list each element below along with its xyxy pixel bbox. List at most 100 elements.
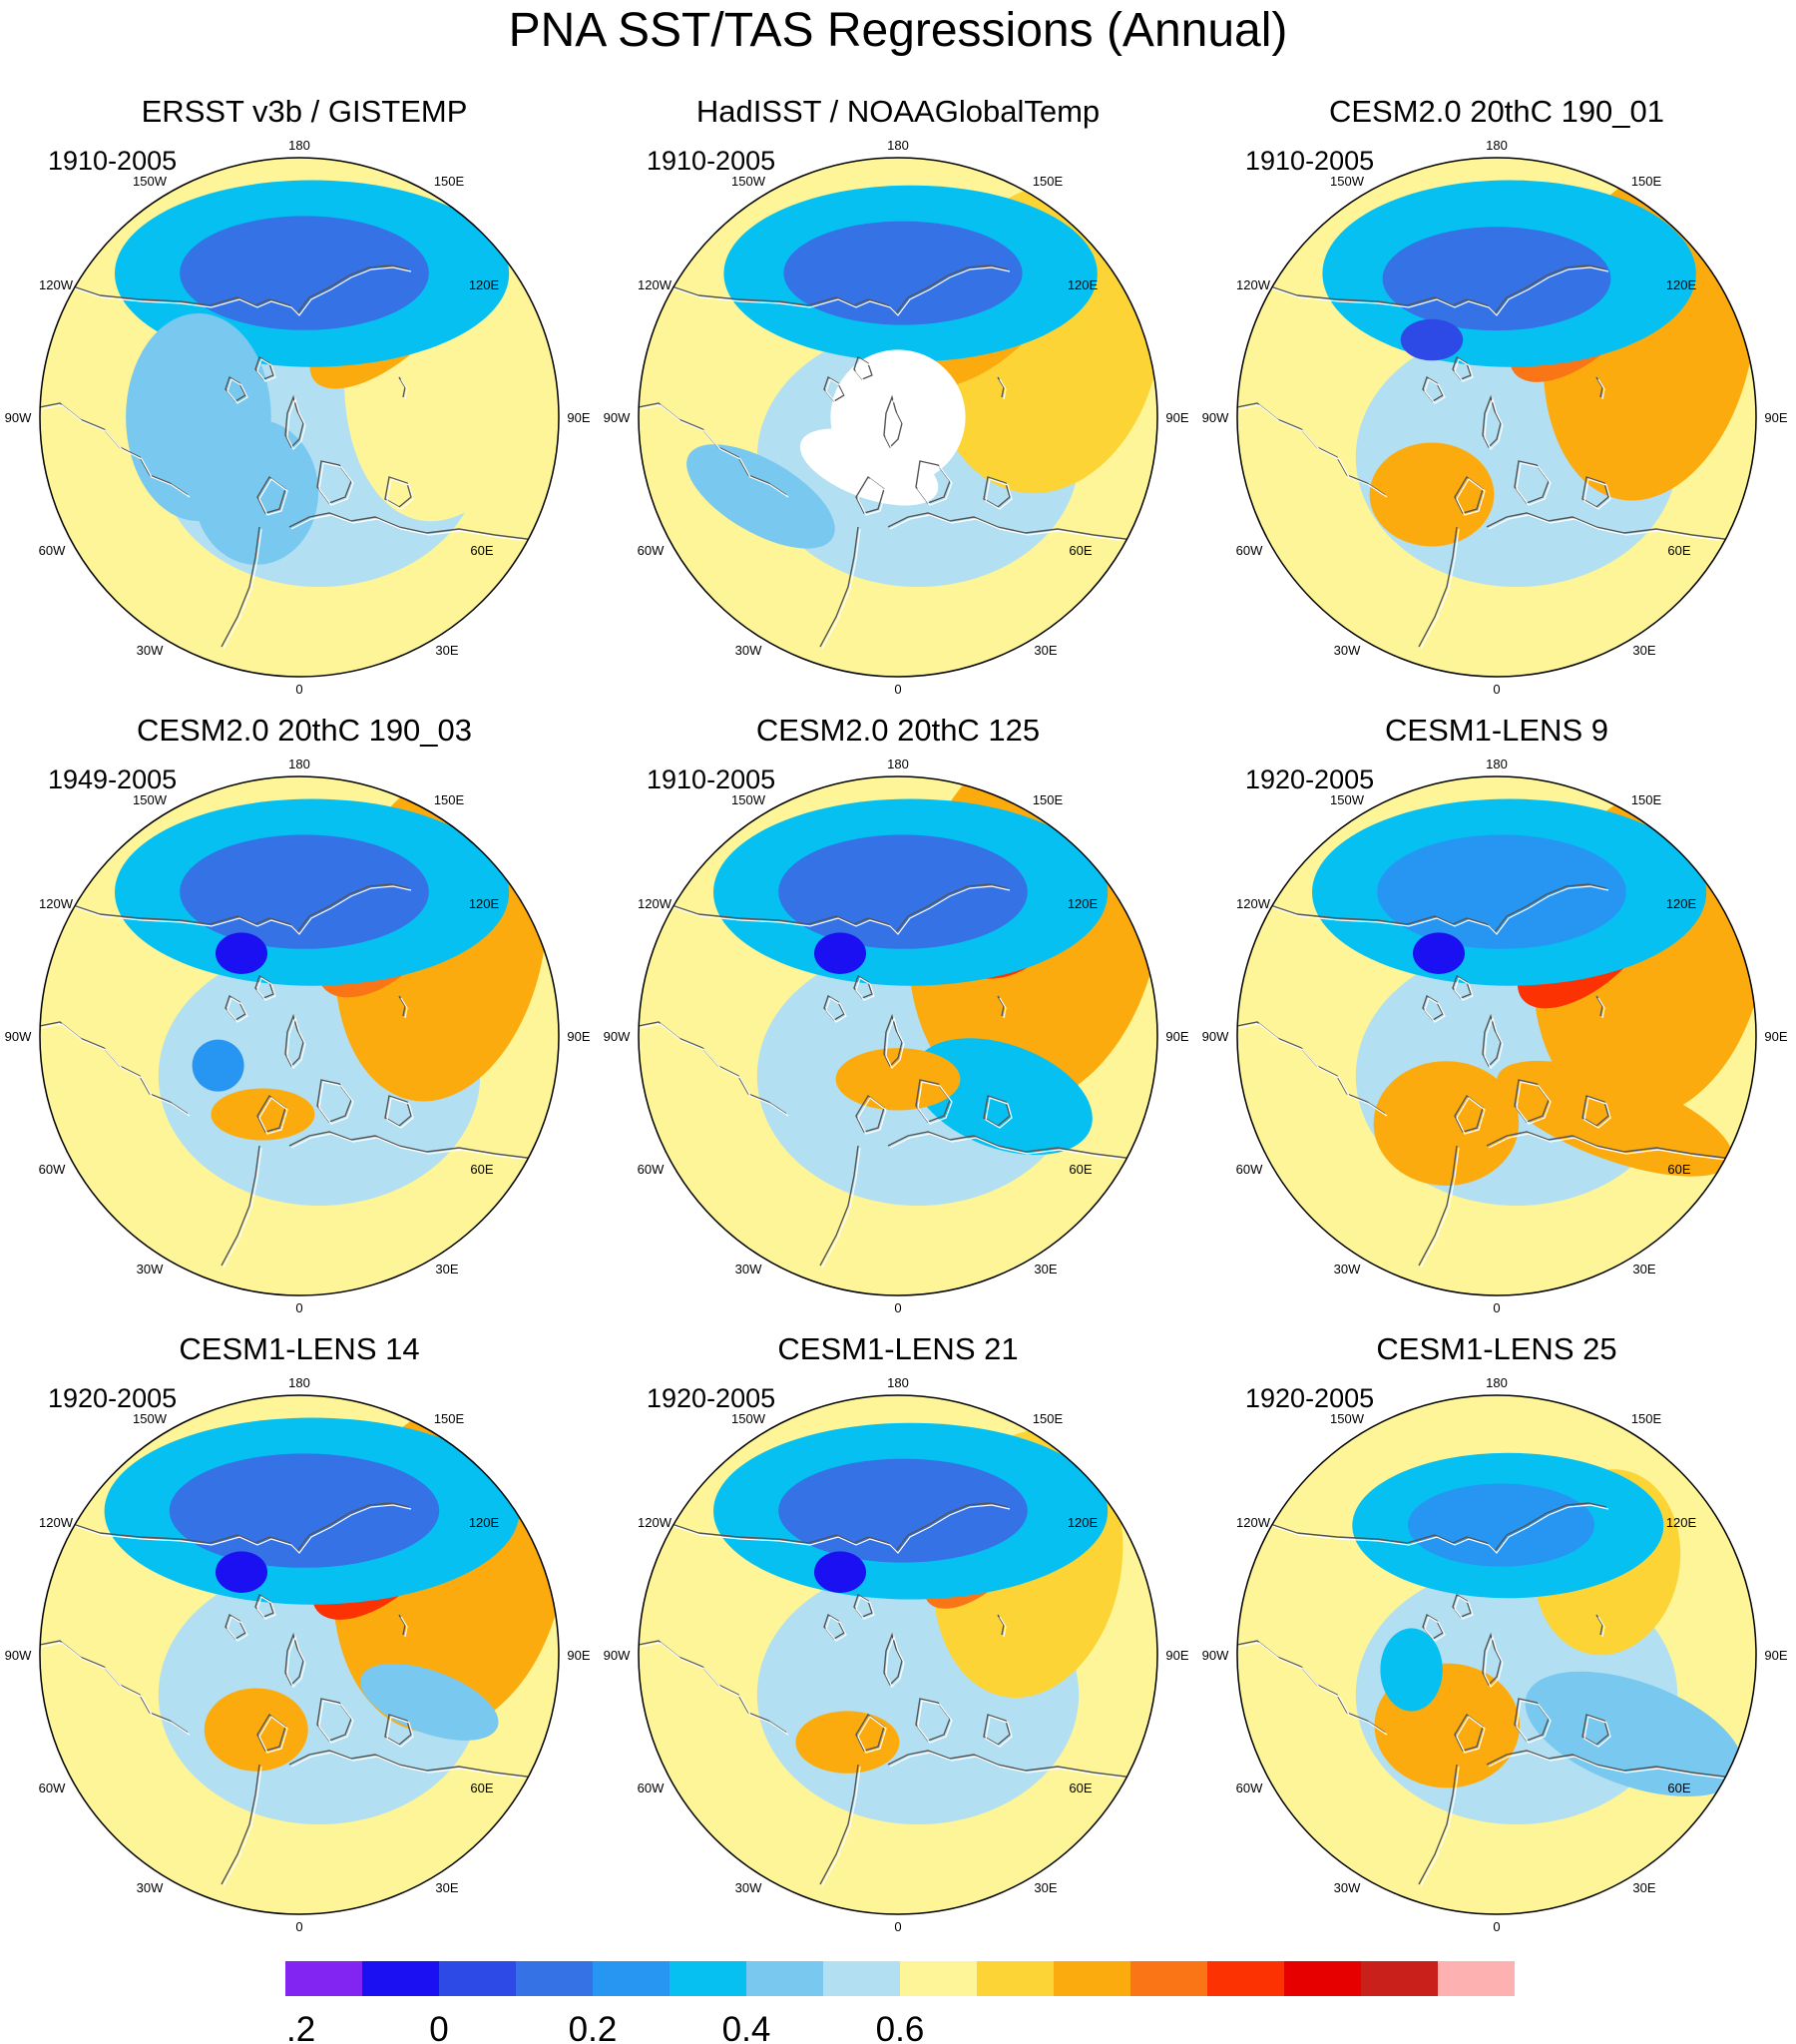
longitude-label: 120W (39, 277, 74, 292)
longitude-label: 120E (1068, 1515, 1099, 1530)
contour-region (180, 834, 429, 949)
colorbar: -0.6-0.4-0.200.20.40.6 (285, 1961, 1515, 2044)
contour-region (814, 1551, 866, 1593)
panel: CESM2.0 20thC 125 1910-2005 180 150E 120E 9… (599, 711, 1197, 1329)
longitude-label: 120E (469, 277, 500, 292)
contour-region (835, 1048, 961, 1111)
colorbar-tick-label: 0.2 (569, 2010, 618, 2044)
longitude-label: 90E (1165, 1029, 1188, 1044)
panel-title: CESM1-LENS 9 (1385, 713, 1608, 748)
polar-map: 180 150E 120E 90E 60E 30E 0 30W 60W 90W 120W 150W (5, 757, 591, 1315)
panel-title: CESM1-LENS 14 (179, 1331, 420, 1366)
longitude-label: 150W (1330, 792, 1365, 807)
longitude-label: 30E (1034, 1880, 1057, 1895)
map-border (638, 157, 1158, 678)
longitude-label: 60E (1069, 1781, 1092, 1795)
longitude-label: 0 (295, 1919, 302, 1934)
contour-region (686, 444, 835, 549)
longitude-label: 180 (887, 138, 909, 153)
panel: ERSST v3b / GISTEMP 1910-2005 180 150E 120… (0, 92, 599, 711)
panel: HadISST / NOAAGlobalTemp 1910-2005 180 15… (599, 92, 1197, 711)
longitude-label: 150W (133, 792, 168, 807)
longitude-label: 0 (894, 1300, 901, 1315)
panel-period: 1949-2005 (48, 765, 178, 794)
longitude-label: 150E (1631, 174, 1662, 189)
longitude-label: 150W (1330, 1411, 1365, 1426)
land-outline (1238, 266, 1751, 650)
longitude-label: 60E (1069, 543, 1092, 558)
contour-region (814, 932, 866, 974)
land-outline (1238, 885, 1751, 1269)
polar-map: 180 150E 120E 90E 60E 30E 0 30W 60W 90W 120W 150W (5, 138, 591, 697)
longitude-label: 150W (731, 792, 766, 807)
longitude-label: 60E (1069, 1162, 1092, 1177)
map-field (1237, 1395, 1756, 1914)
panel: CESM2.0 20thC 190_01 1910-2005 180 150E 12… (1197, 92, 1796, 711)
colorbar-tick-label: 0 (429, 2010, 448, 2044)
polar-map: 180 150E 120E 90E 60E 30E 0 30W 60W 90W 120W 150W (5, 1375, 591, 1934)
panel: CESM1-LENS 21 1920-2005 180 150E 120E 90E 60… (599, 1329, 1197, 1948)
longitude-label: 150E (434, 1411, 465, 1426)
land-outline (41, 266, 554, 650)
longitude-label: 30W (137, 1880, 164, 1895)
contour-region (169, 1453, 440, 1568)
map-border (39, 157, 560, 678)
land-outline (1238, 1504, 1751, 1887)
longitude-label: 60W (1236, 1162, 1263, 1177)
polar-map: 180 150E 120E 90E 60E 30E 0 30W 60W 90W 120W 150W (604, 138, 1189, 697)
longitude-label: 0 (1493, 1919, 1500, 1934)
map-field (639, 776, 1157, 1295)
land-outline (640, 885, 1152, 1269)
contour-region (783, 221, 1023, 325)
longitude-label: 180 (288, 1375, 310, 1390)
longitude-label: 60W (638, 543, 665, 558)
map-border (39, 1394, 560, 1915)
contour-region (180, 216, 429, 330)
longitude-label: 30E (1632, 1880, 1655, 1895)
colorbar-swatch (593, 1961, 670, 1996)
figure-title: PNA SST/TAS Regressions (Annual) (508, 4, 1288, 57)
longitude-label: 0 (894, 682, 901, 697)
longitude-label: 60E (1667, 543, 1690, 558)
longitude-label: 90W (1202, 1029, 1229, 1044)
longitude-label: 120W (39, 896, 74, 911)
map-field (40, 776, 559, 1295)
panel: CESM1-LENS 25 1920-2005 180 150E 120E 90E 60… (1197, 1329, 1796, 1948)
polar-map: 180 150E 120E 90E 60E 30E 0 30W 60W 90W 120W 150W (604, 1375, 1189, 1934)
contour-region (216, 1551, 267, 1593)
longitude-label: 180 (1486, 1375, 1508, 1390)
panel-title: CESM1-LENS 21 (777, 1331, 1019, 1366)
map-field (40, 1395, 559, 1914)
longitude-label: 30E (435, 643, 458, 658)
longitude-label: 0 (894, 1919, 901, 1934)
longitude-label: 90W (1202, 410, 1229, 425)
map-border (1236, 775, 1757, 1296)
map-border (39, 775, 560, 1296)
contour-region (192, 1039, 244, 1092)
contour-region (194, 419, 319, 565)
colorbar-swatch (1207, 1961, 1284, 1996)
longitude-label: 90W (1202, 1648, 1229, 1663)
longitude-label: 0 (295, 682, 302, 697)
longitude-label: 150E (1033, 792, 1064, 807)
longitude-label: 30E (1632, 643, 1655, 658)
longitude-label: 60E (1667, 1162, 1690, 1177)
longitude-label: 90E (1764, 1029, 1787, 1044)
longitude-label: 30W (1334, 1262, 1361, 1277)
colorbar-swatch (362, 1961, 439, 1996)
colorbar-swatch (1438, 1961, 1515, 1996)
longitude-label: 150E (1033, 1411, 1064, 1426)
longitude-label: 0 (295, 1300, 302, 1315)
colorbar-swatch (285, 1961, 362, 1996)
land-outline (41, 1504, 554, 1887)
colorbar-swatch (670, 1961, 746, 1996)
contour-region (795, 1711, 900, 1774)
longitude-label: 60W (39, 543, 66, 558)
land-outline (41, 885, 554, 1269)
longitude-label: 90E (1764, 410, 1787, 425)
map-field (639, 158, 1157, 677)
land-outline (640, 266, 1152, 650)
contour-region (799, 428, 939, 506)
longitude-label: 30E (1034, 1262, 1057, 1277)
longitude-label: 90E (567, 1648, 590, 1663)
